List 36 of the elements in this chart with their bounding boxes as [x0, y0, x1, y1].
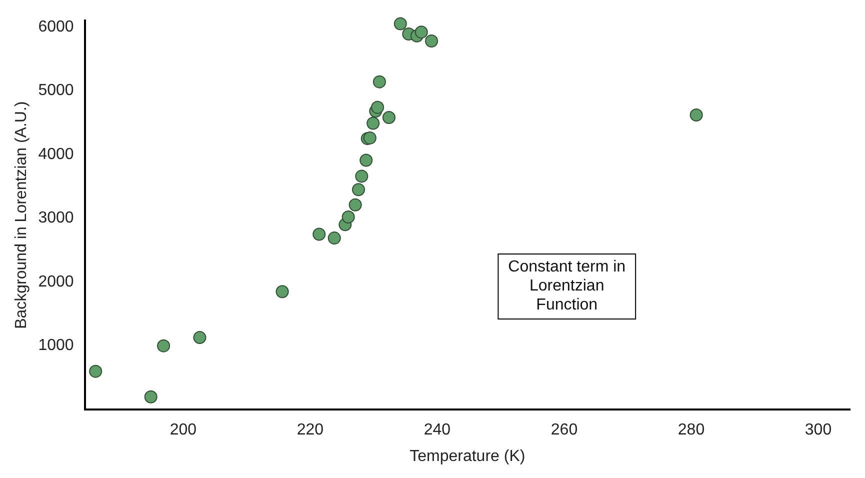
point	[312, 228, 326, 241]
point	[276, 285, 289, 298]
point	[425, 34, 438, 48]
point	[360, 154, 373, 167]
point	[157, 339, 170, 352]
x-tick-label: 240	[424, 422, 451, 439]
annotation: Constant term in Lorentzian Function	[508, 258, 626, 314]
y-tick-label: 4000	[38, 146, 74, 163]
point	[414, 26, 428, 39]
point	[371, 100, 384, 114]
x-tick-label: 300	[804, 422, 832, 439]
x-tick-label: 280	[678, 422, 705, 439]
y-tick-label: 1000	[38, 337, 74, 354]
x-tick-label: 200	[170, 422, 197, 439]
point	[328, 232, 341, 245]
y-tick-label: 5000	[38, 82, 74, 100]
point	[144, 390, 158, 404]
point	[348, 198, 362, 212]
point	[366, 116, 380, 130]
y-axis-title: Background in Lorentzian (A.U.)	[13, 101, 30, 329]
y-tick-label: 2000	[38, 273, 74, 290]
point	[193, 331, 206, 344]
y-tick-label: 6000	[38, 18, 74, 36]
point	[382, 111, 396, 124]
point	[342, 210, 355, 224]
point	[355, 170, 368, 183]
point	[352, 183, 365, 196]
point	[690, 108, 703, 122]
point	[372, 75, 386, 88]
point	[89, 364, 102, 378]
x-tick-label: 260	[550, 422, 578, 439]
x-tick-label: 220	[296, 422, 324, 439]
y-tick-label: 3000	[38, 210, 74, 227]
x-axis-title: Temperature (K)	[410, 448, 526, 465]
point	[363, 131, 376, 144]
point	[394, 17, 407, 30]
